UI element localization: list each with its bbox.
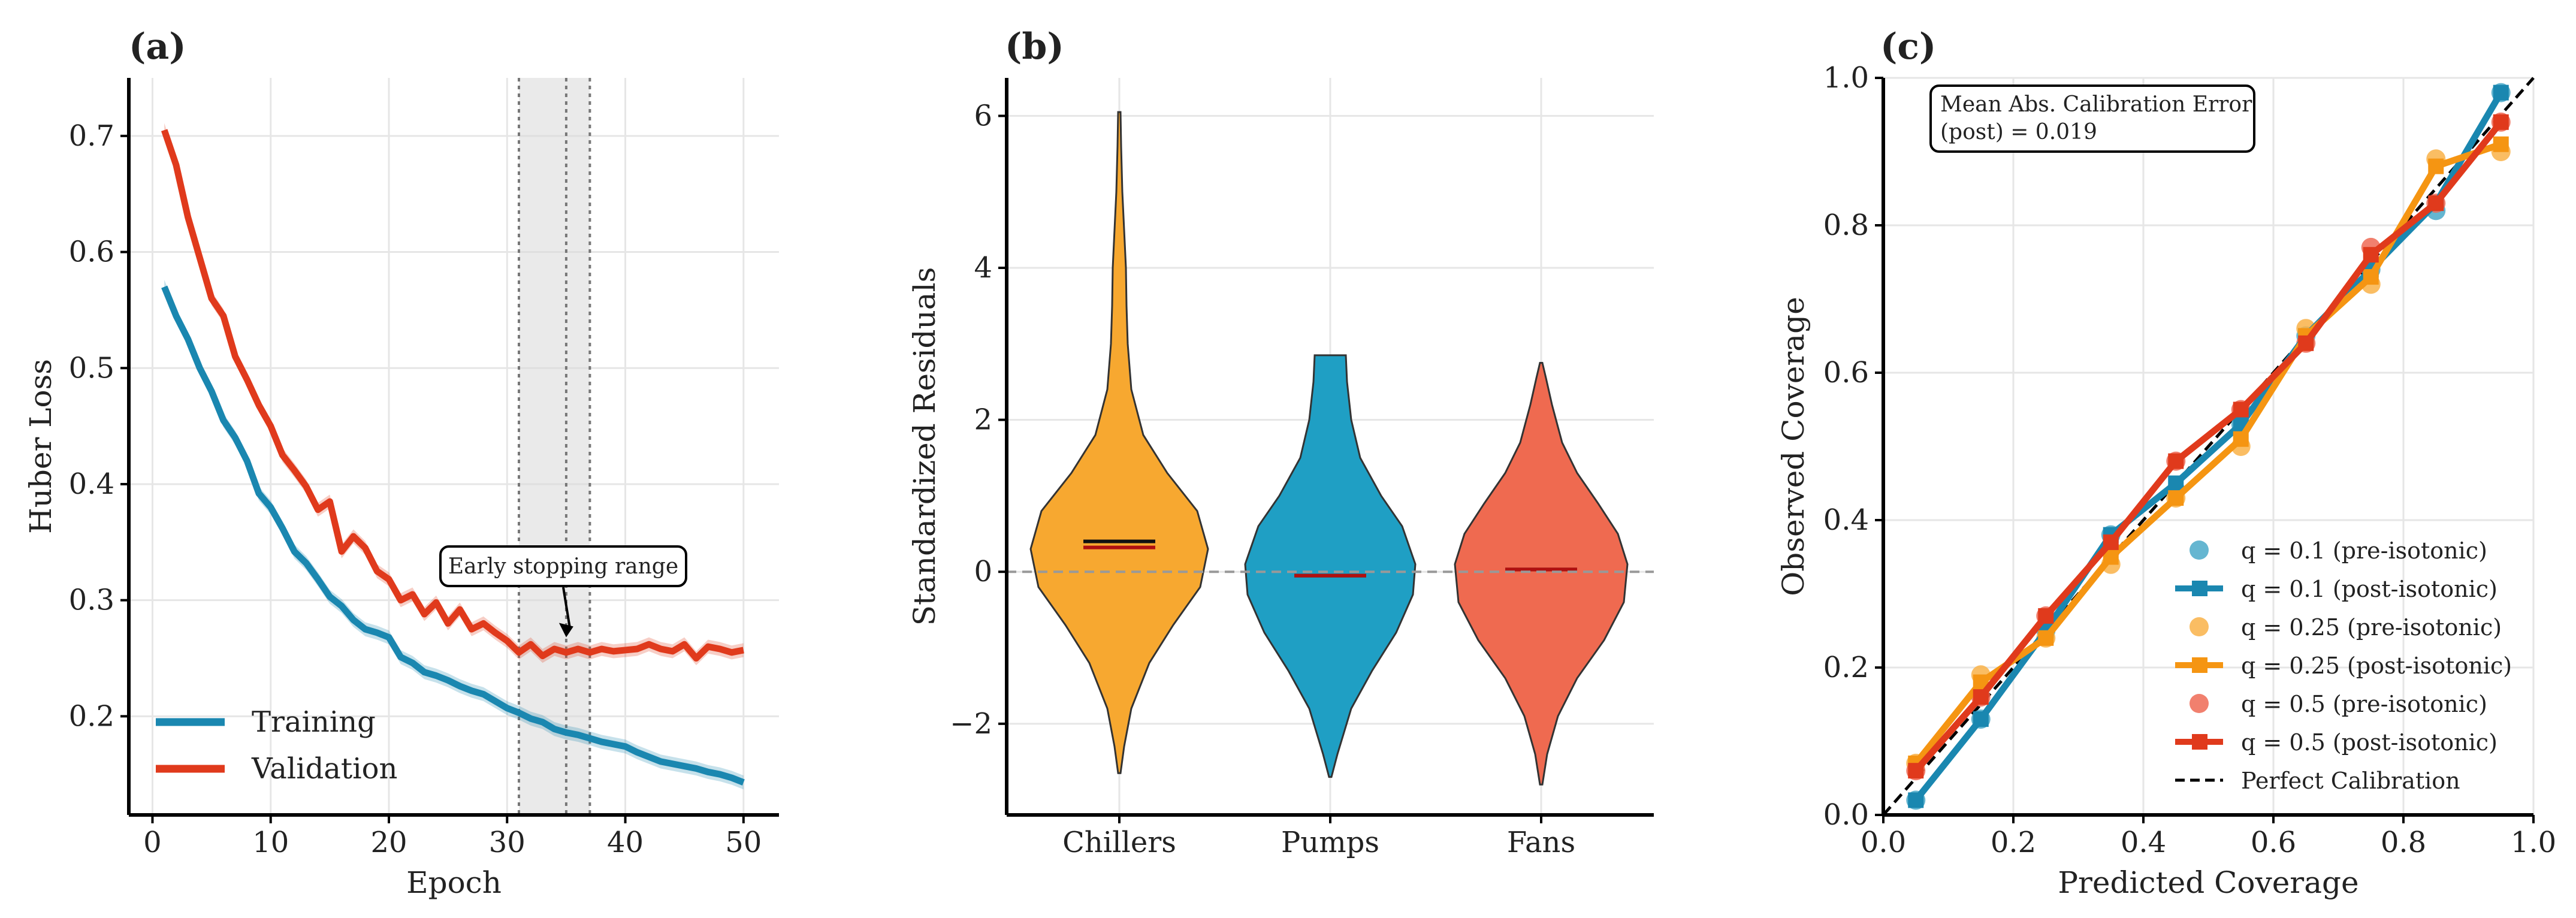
annotation-label: Early stopping range [448,554,678,579]
legend-label: q = 0.5 (pre-isotonic) [2241,691,2487,717]
panel-a-huber-loss: Early stopping range 0 10 20 30 40 50 0.2 0.3 0.4… [23,26,779,900]
line-marker [1973,711,1989,727]
line-marker [2168,453,2184,469]
line-marker [2103,534,2119,550]
line-marker [2493,114,2509,130]
annotation-arrow-shaft [562,587,571,628]
line-marker [2168,475,2184,491]
legend-marker [2192,657,2207,673]
legend-marker [2190,617,2209,636]
y-tick-label: 0.4 [1823,503,1869,537]
line-marker [2233,431,2249,447]
line-marker [2298,335,2314,351]
panel-label: (b) [1005,26,1064,68]
line-marker [2233,401,2249,418]
legend-marker [2190,694,2209,713]
x-tick-label: 0.2 [1991,826,2036,859]
x-tick-label: 40 [607,826,644,859]
legend-label: q = 0.25 (post-isotonic) [2241,653,2512,679]
panel-label: (c) [1880,26,1936,68]
panel-b-standardized-residuals: −2 0 2 4 6 Chillers Pumps Fans Standardized Resi… [907,26,1654,859]
y-tick-label: 0.5 [69,351,114,385]
x-tick-label: 0.4 [2121,826,2166,859]
y-tick-label: 1.0 [1823,61,1869,95]
x-tick-label: 50 [725,826,762,859]
y-tick-label: 0.6 [1823,356,1869,389]
x-axis-title: Epoch [406,865,502,900]
line-marker [2363,269,2379,285]
y-tick-label: 0.4 [69,467,114,501]
panel-c-coverage-calibration: Mean Abs. Calibration Error (post) = 0.01… [1776,26,2556,900]
line-marker [2168,490,2184,506]
y-tick-label: 0 [974,555,992,588]
x-tick-label: 10 [252,826,289,859]
early-stopping-shaded-region [519,78,590,815]
line-marker [2493,136,2509,152]
legend-label: Perfect Calibration [2241,768,2460,794]
x-tick-label: Chillers [1062,826,1176,859]
line-marker [1973,689,1989,705]
y-tick-label: 0.7 [69,119,114,153]
y-axis-title: Observed Coverage [1776,297,1811,596]
line-marker [1908,763,1924,779]
y-tick-label: 0.8 [1823,209,1869,242]
mace-annotation-box [1929,84,2255,153]
x-tick-label: 0 [143,826,162,859]
legend-label: q = 0.1 (post-isotonic) [2241,576,2498,602]
legend-label: q = 0.5 (post-isotonic) [2241,729,2498,756]
x-tick-label: Fans [1507,826,1575,859]
series-line-training [161,285,745,786]
violin-fans [1454,362,1629,786]
line-marker [2428,158,2444,174]
calibration-line [1913,120,2504,773]
legend-label: q = 0.25 (pre-isotonic) [2241,614,2502,641]
legend-label: q = 0.1 (pre-isotonic) [2241,537,2487,564]
line-marker [2038,608,2054,624]
y-tick-label: 0.2 [69,699,114,733]
y-axis-title: Standardized Residuals [907,267,942,626]
series-band-training [164,280,744,790]
y-tick-label: 0.3 [69,584,114,617]
y-tick-label: 0.6 [69,235,114,269]
y-tick-label: 6 [974,99,992,132]
x-tick-label: 0.8 [2381,826,2426,859]
legend-marker [2192,581,2207,596]
y-tick-label: 4 [974,251,992,285]
x-tick-label: 0.0 [1861,826,1906,859]
line-marker [2038,630,2054,646]
panel-label: (a) [129,26,186,68]
x-tick-label: 0.6 [2251,826,2296,859]
legend-label: Training [252,705,376,739]
y-tick-label: 0.0 [1823,798,1869,832]
x-axis-title: Predicted Coverage [2058,865,2358,900]
y-tick-label: −2 [950,707,992,741]
x-tick-label: 30 [489,826,526,859]
x-tick-label: 20 [370,826,407,859]
legend-label: Validation [251,752,397,786]
line-marker [1908,792,1924,808]
y-tick-label: 2 [974,403,992,437]
legend-marker [2190,540,2209,560]
violin-chillers [1029,111,1209,774]
y-axis-title: Huber Loss [23,359,58,534]
x-tick-label: Pumps [1281,826,1379,859]
annotation-box [439,545,687,587]
calibration-line [1913,90,2504,802]
mace-annotation-line1: Mean Abs. Calibration Error [1940,92,2252,117]
mace-annotation-line2: (post) = 0.019 [1940,120,2097,144]
y-tick-label: 0.2 [1823,651,1869,684]
line-marker [2428,195,2444,212]
series-line-validation [161,129,744,662]
x-tick-label: 1.0 [2511,826,2556,859]
violin-pumps [1244,354,1417,778]
legend-marker [2192,734,2207,750]
perfect-calibration-line [1882,77,2535,816]
line-marker [2493,84,2509,101]
annotation-arrow-head [558,623,573,638]
line-marker [2363,247,2379,263]
